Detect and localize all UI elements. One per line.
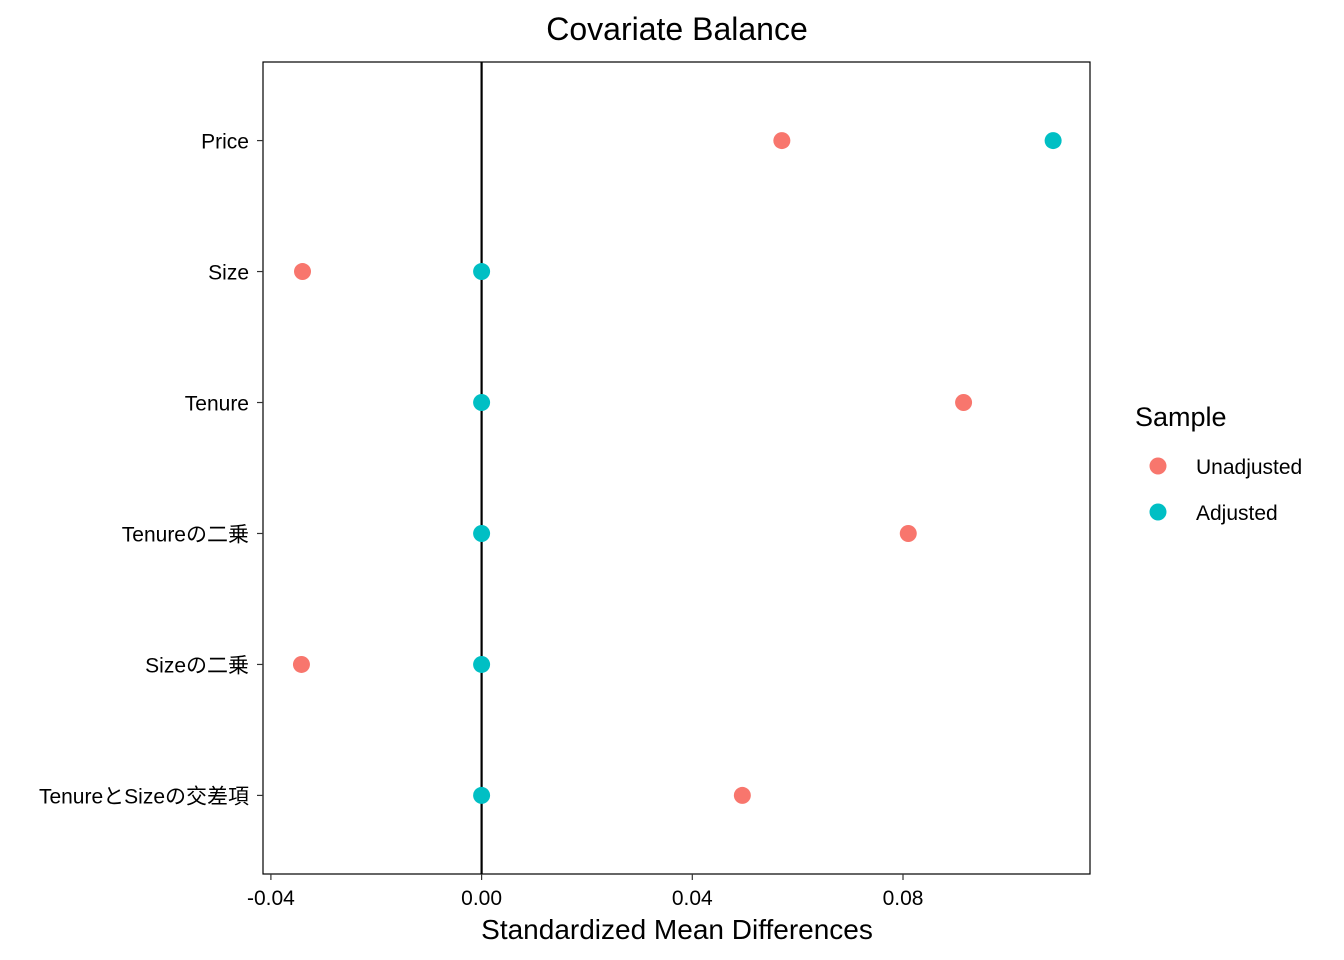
y-tick-label: Tenureの二乗 [122, 523, 249, 546]
point-unadjusted [292, 655, 310, 673]
x-axis-title: Standardized Mean Differences [481, 914, 873, 945]
x-tick-label: 0.08 [883, 887, 924, 910]
point-unadjusted [773, 132, 791, 150]
y-tick-label: Size [208, 262, 249, 285]
point-adjusted [473, 524, 491, 542]
point-adjusted [1044, 132, 1062, 150]
point-adjusted [473, 394, 491, 412]
point-adjusted [473, 786, 491, 804]
legend: Sample Unadjusted Adjusted [1135, 402, 1302, 525]
legend-key-unadjusted [1149, 457, 1167, 475]
chart-title: Covariate Balance [546, 11, 807, 47]
point-unadjusted [955, 394, 973, 412]
legend-label-adjusted: Adjusted [1196, 502, 1278, 525]
legend-title: Sample [1135, 402, 1227, 432]
point-unadjusted [899, 524, 917, 542]
plot-panel: -0.04 0.00 0.04 0.08 Price Size Tenure Tenureの二… [39, 61, 1091, 910]
y-tick-label: Price [201, 131, 249, 154]
point-unadjusted [733, 786, 751, 804]
x-tick-label: -0.04 [247, 887, 295, 910]
x-tick-label: 0.04 [672, 887, 713, 910]
panel-border [262, 61, 1091, 875]
y-tick-label: TenureとSizeの交差項 [39, 785, 249, 808]
point-unadjusted [294, 263, 312, 281]
y-tick-label: Tenure [185, 393, 249, 416]
point-adjusted [473, 263, 491, 281]
x-tick-label: 0.00 [461, 887, 502, 910]
point-adjusted [473, 655, 491, 673]
legend-label-unadjusted: Unadjusted [1196, 456, 1302, 479]
y-tick-label: Sizeの二乗 [145, 654, 249, 677]
legend-key-adjusted [1149, 503, 1167, 521]
